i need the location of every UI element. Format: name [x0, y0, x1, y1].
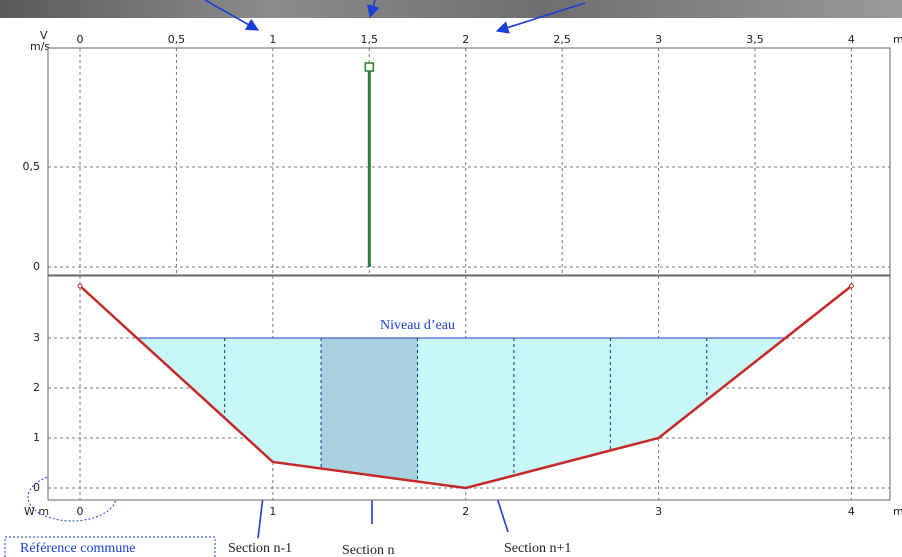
- bed-profile: [79, 285, 853, 490]
- x-tick-label: 2: [462, 33, 469, 46]
- x-tick-label: 3,5: [746, 33, 764, 46]
- x-tick-label: 1: [269, 33, 276, 46]
- highlight-section: [321, 338, 418, 488]
- y-axis-unit: m/s: [30, 40, 50, 53]
- x-tick-label: 3: [655, 33, 662, 46]
- profile-point: [77, 283, 83, 289]
- y-tick-label: 2: [33, 381, 40, 394]
- annotation: Section n+1: [504, 541, 571, 556]
- y-tick-label: 0: [33, 481, 40, 494]
- water-label: Niveau d’eau: [380, 318, 455, 333]
- x-tick-label: 0: [77, 33, 84, 46]
- x-tick-label: 2: [462, 505, 469, 518]
- x-axis-unit: m: [893, 505, 902, 518]
- plot-area: [47, 47, 891, 276]
- annotation: Section n-1: [228, 541, 292, 556]
- photo-strip: [0, 0, 902, 18]
- y-tick-label: 0: [33, 260, 40, 273]
- x-tick-label: 1,5: [361, 33, 379, 46]
- y-tick-label: 0,5: [23, 160, 41, 173]
- stem-marker: [364, 62, 375, 72]
- x-tick-label: 4: [848, 505, 855, 518]
- x-tick-label: 3: [655, 505, 662, 518]
- grid: [48, 48, 890, 275]
- x-tick-label: 0: [77, 505, 84, 518]
- x-tick-label: 4: [848, 33, 855, 46]
- x-tick-label: 2,5: [553, 33, 571, 46]
- y-tick-label: 1: [33, 431, 40, 444]
- x-axis-unit: m: [893, 33, 902, 46]
- arrow: [204, 0, 260, 31]
- annotation: Référence commune: [20, 541, 135, 556]
- x-tick-label: 0,5: [168, 33, 186, 46]
- y-tick-label: 3: [33, 331, 40, 344]
- reference-box: [4, 536, 216, 557]
- arrow: [495, 2, 586, 34]
- y-axis-label: V: [40, 29, 48, 42]
- arrow: [367, 0, 380, 19]
- profile-point: [848, 283, 854, 289]
- x-tick-label: 1: [269, 505, 276, 518]
- annotation: Section n: [342, 543, 395, 557]
